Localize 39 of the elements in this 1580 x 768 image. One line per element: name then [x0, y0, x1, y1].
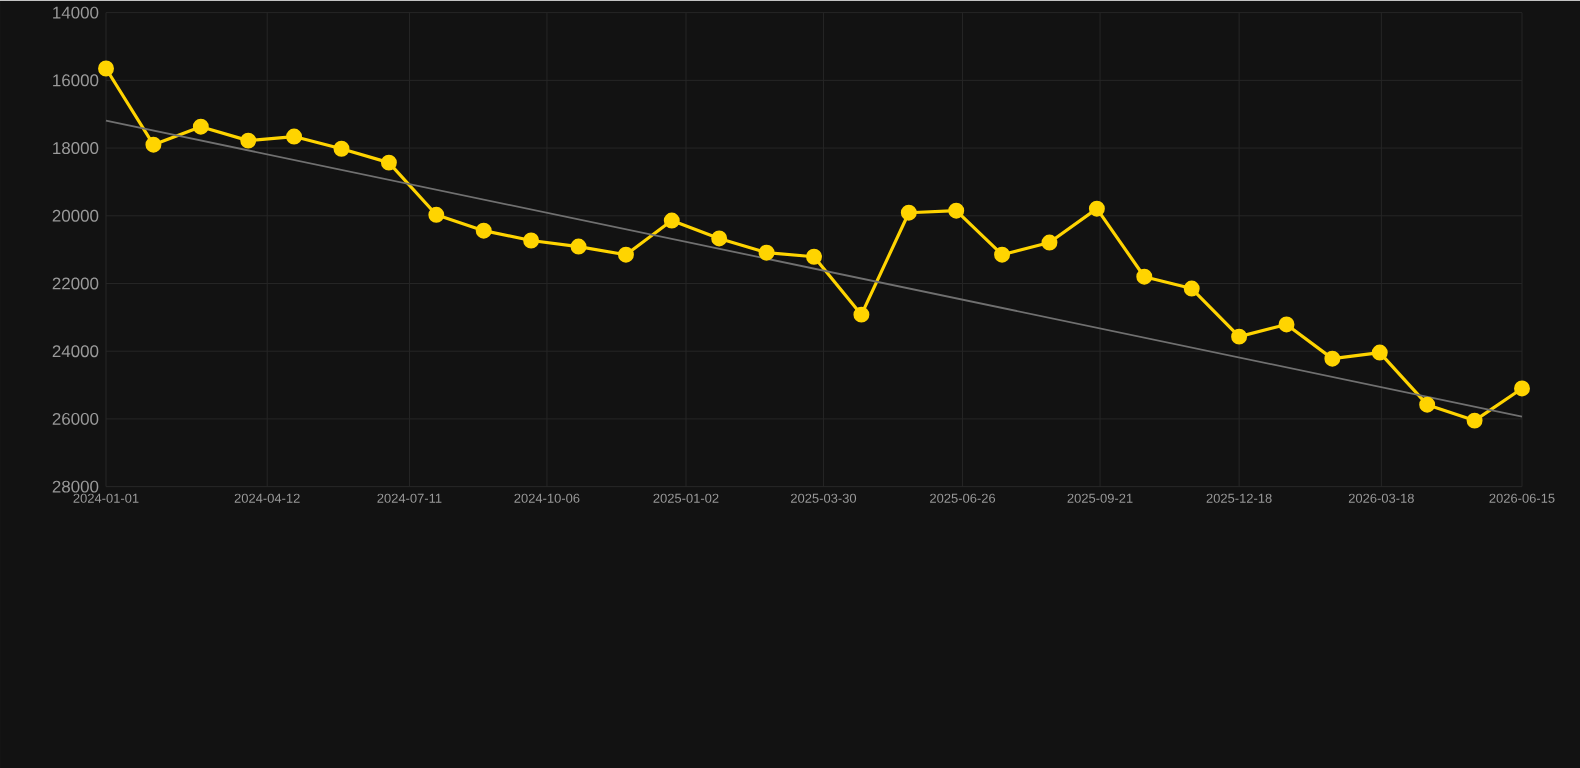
y-tick-label: 22000	[52, 277, 99, 290]
point	[1371, 344, 1388, 361]
point	[994, 246, 1011, 263]
point	[1041, 234, 1058, 251]
point	[948, 202, 965, 219]
point	[758, 244, 775, 261]
point	[240, 132, 257, 149]
point	[1183, 280, 1200, 297]
point	[900, 204, 917, 221]
y-tick-label: 24000	[52, 344, 99, 357]
point	[475, 222, 492, 239]
point	[286, 128, 303, 145]
point	[1231, 328, 1248, 345]
point	[617, 246, 634, 263]
point	[98, 60, 114, 77]
point	[1514, 380, 1530, 397]
point	[192, 118, 209, 135]
y-tick-label: 28000	[52, 480, 99, 493]
point	[1466, 412, 1483, 429]
point	[711, 230, 728, 247]
point	[1419, 396, 1436, 413]
y-tick-label: 14000	[53, 6, 99, 19]
point	[663, 212, 680, 229]
y-tick-label: 18000	[53, 141, 99, 154]
point	[1324, 350, 1341, 367]
point	[1088, 200, 1105, 217]
point	[428, 206, 445, 223]
point	[570, 238, 587, 255]
point	[853, 306, 870, 323]
point	[1136, 268, 1153, 285]
point	[380, 154, 397, 171]
y-tick-label: 20000	[52, 209, 99, 222]
y-tick-label: 26000	[52, 412, 99, 425]
point	[1278, 316, 1295, 333]
point	[333, 140, 350, 157]
point	[523, 232, 540, 249]
point	[145, 136, 162, 153]
y-tick-label: 16000	[53, 74, 99, 87]
point	[806, 248, 822, 265]
